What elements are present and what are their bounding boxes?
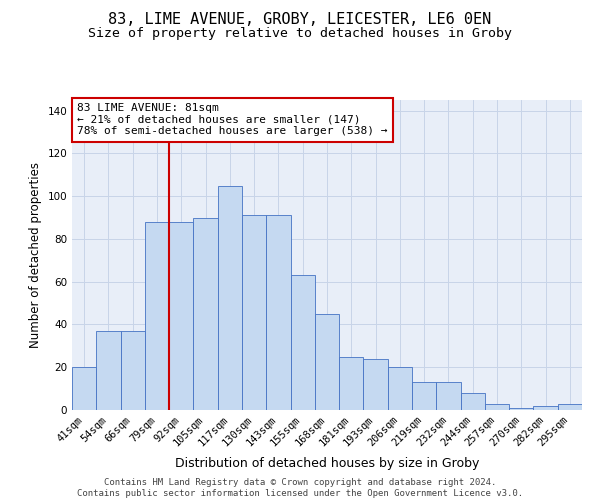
Text: 83, LIME AVENUE, GROBY, LEICESTER, LE6 0EN: 83, LIME AVENUE, GROBY, LEICESTER, LE6 0… bbox=[109, 12, 491, 28]
Bar bbox=[412, 382, 436, 410]
Bar bbox=[388, 367, 412, 410]
Bar bbox=[169, 222, 193, 410]
Bar bbox=[558, 404, 582, 410]
Bar bbox=[290, 276, 315, 410]
Bar bbox=[121, 331, 145, 410]
Text: Contains HM Land Registry data © Crown copyright and database right 2024.
Contai: Contains HM Land Registry data © Crown c… bbox=[77, 478, 523, 498]
Bar bbox=[339, 356, 364, 410]
Bar bbox=[461, 393, 485, 410]
Bar bbox=[364, 358, 388, 410]
Bar bbox=[315, 314, 339, 410]
Text: 83 LIME AVENUE: 81sqm
← 21% of detached houses are smaller (147)
78% of semi-det: 83 LIME AVENUE: 81sqm ← 21% of detached … bbox=[77, 103, 388, 136]
Y-axis label: Number of detached properties: Number of detached properties bbox=[29, 162, 42, 348]
Bar bbox=[145, 222, 169, 410]
Bar bbox=[266, 216, 290, 410]
Bar bbox=[509, 408, 533, 410]
Bar bbox=[533, 406, 558, 410]
Bar bbox=[72, 367, 96, 410]
X-axis label: Distribution of detached houses by size in Groby: Distribution of detached houses by size … bbox=[175, 457, 479, 470]
Bar bbox=[218, 186, 242, 410]
Bar bbox=[485, 404, 509, 410]
Bar bbox=[436, 382, 461, 410]
Bar bbox=[193, 218, 218, 410]
Bar bbox=[96, 331, 121, 410]
Bar bbox=[242, 216, 266, 410]
Text: Size of property relative to detached houses in Groby: Size of property relative to detached ho… bbox=[88, 28, 512, 40]
